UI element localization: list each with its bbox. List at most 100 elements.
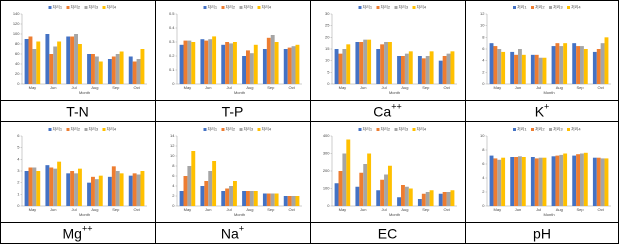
bar [183,176,188,206]
bar [380,179,385,206]
y-tick-label: 20 [325,34,330,39]
x-tick-label: Jun [515,85,521,90]
bar [497,159,502,206]
legend-swatch [549,128,552,131]
legend-swatch [394,6,398,9]
y-tick-label: 12 [480,11,485,16]
bar [534,158,539,206]
bar [28,36,33,84]
bar [128,175,133,206]
bar [291,46,296,84]
bar [580,46,584,84]
y-tick-label: 4 [172,183,175,188]
bar [442,56,447,84]
legend-swatch [376,6,380,9]
bar [359,172,364,206]
y-tick-label: 0.2 [169,53,175,58]
bar [450,190,455,206]
bar [246,191,250,206]
y-tick-label: 8 [482,147,485,152]
bar [401,185,405,206]
legend-label: 처리2 [535,126,545,132]
panel-title-superscript: + [544,102,549,112]
x-tick-label: Aug [246,207,253,212]
bar [49,54,54,84]
bar [274,42,279,84]
chart-panel: 0 2 4 6 8 10 12 May Jun Jul Aug Sep Oct Month 처리1 처리2 처리… [480,4,611,119]
bar [604,37,609,84]
legend-label: 처리2 [535,4,545,10]
bar [397,197,402,206]
x-tick-label: Jun [50,85,56,90]
x-axis-label: Month [234,90,245,95]
legend-label: 처리2 [71,126,81,132]
y-tick-label: 5 [17,145,20,150]
y-tick-label: 5 [327,69,330,74]
bar [338,53,343,84]
bar [204,181,209,206]
x-tick-label: Aug [556,85,563,90]
bar [397,56,402,84]
bar [249,53,254,84]
x-tick-label: Oct [288,85,295,90]
legend-label: 처리1 [208,4,218,10]
bar [530,54,535,84]
x-tick-label: Jul [72,207,77,212]
x-tick-label: Aug [91,85,98,90]
x-tick-label: Oct [443,207,450,212]
x-tick-label: Aug [246,85,253,90]
legend-swatch [549,6,552,9]
bar [191,151,196,206]
y-tick-label: 80 [15,41,20,46]
bar [53,168,58,206]
x-tick-label: May [184,85,192,90]
bar [425,56,430,84]
y-tick-label: 300 [323,151,330,156]
bar [334,49,339,84]
legend-label: 처리2 [381,4,391,10]
y-tick-label: 6 [17,133,20,138]
bar [421,193,426,206]
bar [74,34,78,84]
bar [429,190,434,206]
legend-label: 처리4 [107,4,117,10]
y-tick-label: 100 [323,186,330,191]
legend-swatch [84,128,88,131]
y-tick-label: 0.1 [169,67,175,72]
bar [542,57,547,84]
bar [94,179,99,206]
bar [417,56,422,84]
bar [274,193,279,206]
bar [576,154,580,206]
bar [446,53,451,84]
chart-panel: 0 20 40 60 80 100 120 140 May Jun Jul Aug Sep Oct Mont… [13,4,147,119]
y-tick-label: 0 [172,203,175,208]
bar [438,60,443,84]
panel-title-text: Na [221,225,239,241]
bar [225,42,230,84]
legend-label: 처리2 [71,4,81,10]
bar [132,173,137,206]
bar [510,157,515,206]
bar [187,40,192,84]
x-tick-label: Aug [91,207,98,212]
bar [66,173,71,206]
legend-swatch [358,6,362,9]
x-tick-label: Sep [422,85,430,90]
bar [24,39,29,84]
bar [604,158,609,206]
bar [253,191,258,206]
x-tick-label: Jun [50,207,56,212]
bar [363,164,368,206]
y-tick-label: 1 [17,191,20,196]
x-tick-label: Jul [382,207,387,212]
bar [24,171,29,206]
bar [287,196,292,206]
y-tick-label: 25 [325,23,330,28]
bar [563,153,568,206]
y-tick-label: 0 [17,203,20,208]
bar [583,49,588,84]
x-tick-label: Sep [267,207,275,212]
legend-label: 처리3 [553,126,563,132]
y-tick-label: 6 [172,173,175,178]
